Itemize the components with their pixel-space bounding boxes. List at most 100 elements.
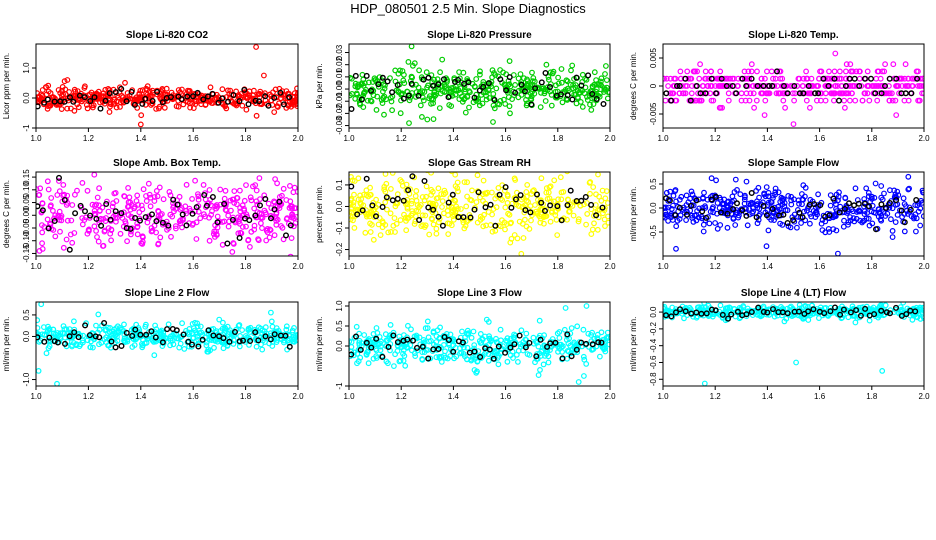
data-point bbox=[604, 329, 610, 336]
highlight-point bbox=[383, 194, 390, 201]
data-point bbox=[131, 205, 138, 212]
data-point bbox=[405, 322, 411, 329]
data-point bbox=[527, 203, 534, 210]
data-point bbox=[788, 201, 795, 208]
data-point bbox=[558, 196, 565, 203]
data-point bbox=[463, 203, 470, 210]
data-point bbox=[424, 318, 431, 325]
data-point bbox=[407, 342, 414, 349]
panel-title: Slope Line 3 Flow bbox=[437, 288, 522, 299]
data-point bbox=[759, 90, 765, 97]
highlight-point bbox=[276, 198, 283, 205]
y-tick-label: 0.02 bbox=[335, 56, 344, 72]
data-point bbox=[682, 306, 689, 312]
highlight-point bbox=[394, 195, 401, 202]
highlight-point bbox=[267, 336, 274, 343]
data-point bbox=[537, 367, 543, 373]
data-point bbox=[663, 75, 670, 82]
data-point bbox=[483, 96, 490, 103]
highlight-point bbox=[358, 96, 365, 103]
data-point bbox=[122, 79, 128, 86]
data-point bbox=[670, 192, 677, 199]
data-point bbox=[671, 75, 677, 82]
data-point bbox=[913, 228, 919, 235]
data-point bbox=[69, 202, 76, 208]
data-point bbox=[532, 359, 538, 366]
data-point bbox=[575, 216, 582, 223]
highlight-point bbox=[589, 341, 596, 348]
data-point bbox=[151, 328, 158, 335]
data-point bbox=[466, 104, 472, 111]
data-point bbox=[695, 90, 701, 97]
data-point bbox=[536, 317, 543, 324]
data-point bbox=[384, 337, 391, 343]
plot-box bbox=[662, 301, 925, 387]
data-point bbox=[445, 203, 452, 210]
data-point bbox=[108, 237, 114, 244]
highlight-point bbox=[763, 212, 770, 219]
data-point bbox=[396, 333, 403, 340]
data-point bbox=[106, 109, 113, 115]
data-point bbox=[230, 214, 237, 221]
data-point bbox=[446, 340, 452, 347]
highlight-point bbox=[61, 98, 68, 105]
data-point bbox=[889, 227, 896, 234]
data-point bbox=[750, 90, 757, 97]
data-point bbox=[379, 77, 386, 84]
data-point bbox=[361, 191, 367, 198]
data-point bbox=[412, 213, 419, 220]
data-point bbox=[401, 156, 406, 161]
data-point bbox=[377, 232, 384, 239]
data-point bbox=[800, 75, 807, 82]
data-point bbox=[149, 337, 156, 344]
data-point bbox=[602, 223, 608, 230]
data-point bbox=[389, 172, 396, 176]
x-tick-label: 1.6 bbox=[188, 134, 200, 143]
data-point bbox=[153, 187, 160, 194]
highlight-point bbox=[286, 343, 293, 350]
data-point bbox=[64, 105, 71, 112]
data-point bbox=[366, 213, 373, 220]
highlight-point bbox=[893, 304, 900, 311]
highlight-point bbox=[112, 89, 119, 96]
data-point bbox=[889, 97, 896, 104]
y-axis-label: ml/min per min. bbox=[629, 187, 638, 242]
data-point bbox=[207, 84, 214, 91]
data-point bbox=[869, 220, 876, 227]
data-point bbox=[353, 323, 360, 330]
highlight-point bbox=[487, 201, 494, 208]
data-point bbox=[504, 193, 511, 200]
data-point bbox=[94, 194, 101, 201]
data-point bbox=[857, 217, 863, 224]
data-point bbox=[387, 210, 394, 217]
highlight-point bbox=[230, 91, 237, 98]
data-point bbox=[598, 75, 605, 82]
data-point bbox=[828, 75, 835, 82]
highlight-point bbox=[87, 97, 94, 104]
highlight-point bbox=[770, 306, 777, 313]
data-point bbox=[95, 238, 102, 245]
highlight-point bbox=[542, 69, 549, 76]
data-point bbox=[96, 326, 103, 333]
data-point bbox=[70, 318, 77, 325]
data-point bbox=[521, 75, 527, 82]
plot-box bbox=[348, 43, 611, 129]
data-point bbox=[892, 219, 899, 226]
data-point bbox=[349, 174, 354, 180]
data-point bbox=[442, 189, 449, 196]
highlight-point bbox=[513, 196, 520, 203]
data-point bbox=[246, 243, 253, 250]
data-point bbox=[173, 103, 180, 110]
highlight-point bbox=[236, 98, 243, 105]
data-point bbox=[724, 75, 731, 82]
highlight-point bbox=[239, 337, 246, 344]
data-point bbox=[181, 346, 188, 352]
data-point bbox=[670, 90, 677, 97]
data-point bbox=[363, 207, 369, 214]
highlight-point bbox=[203, 202, 210, 209]
data-point bbox=[877, 75, 884, 82]
data-point bbox=[766, 90, 773, 97]
highlight-point bbox=[702, 90, 709, 97]
data-point bbox=[712, 220, 718, 226]
data-point bbox=[515, 347, 522, 354]
